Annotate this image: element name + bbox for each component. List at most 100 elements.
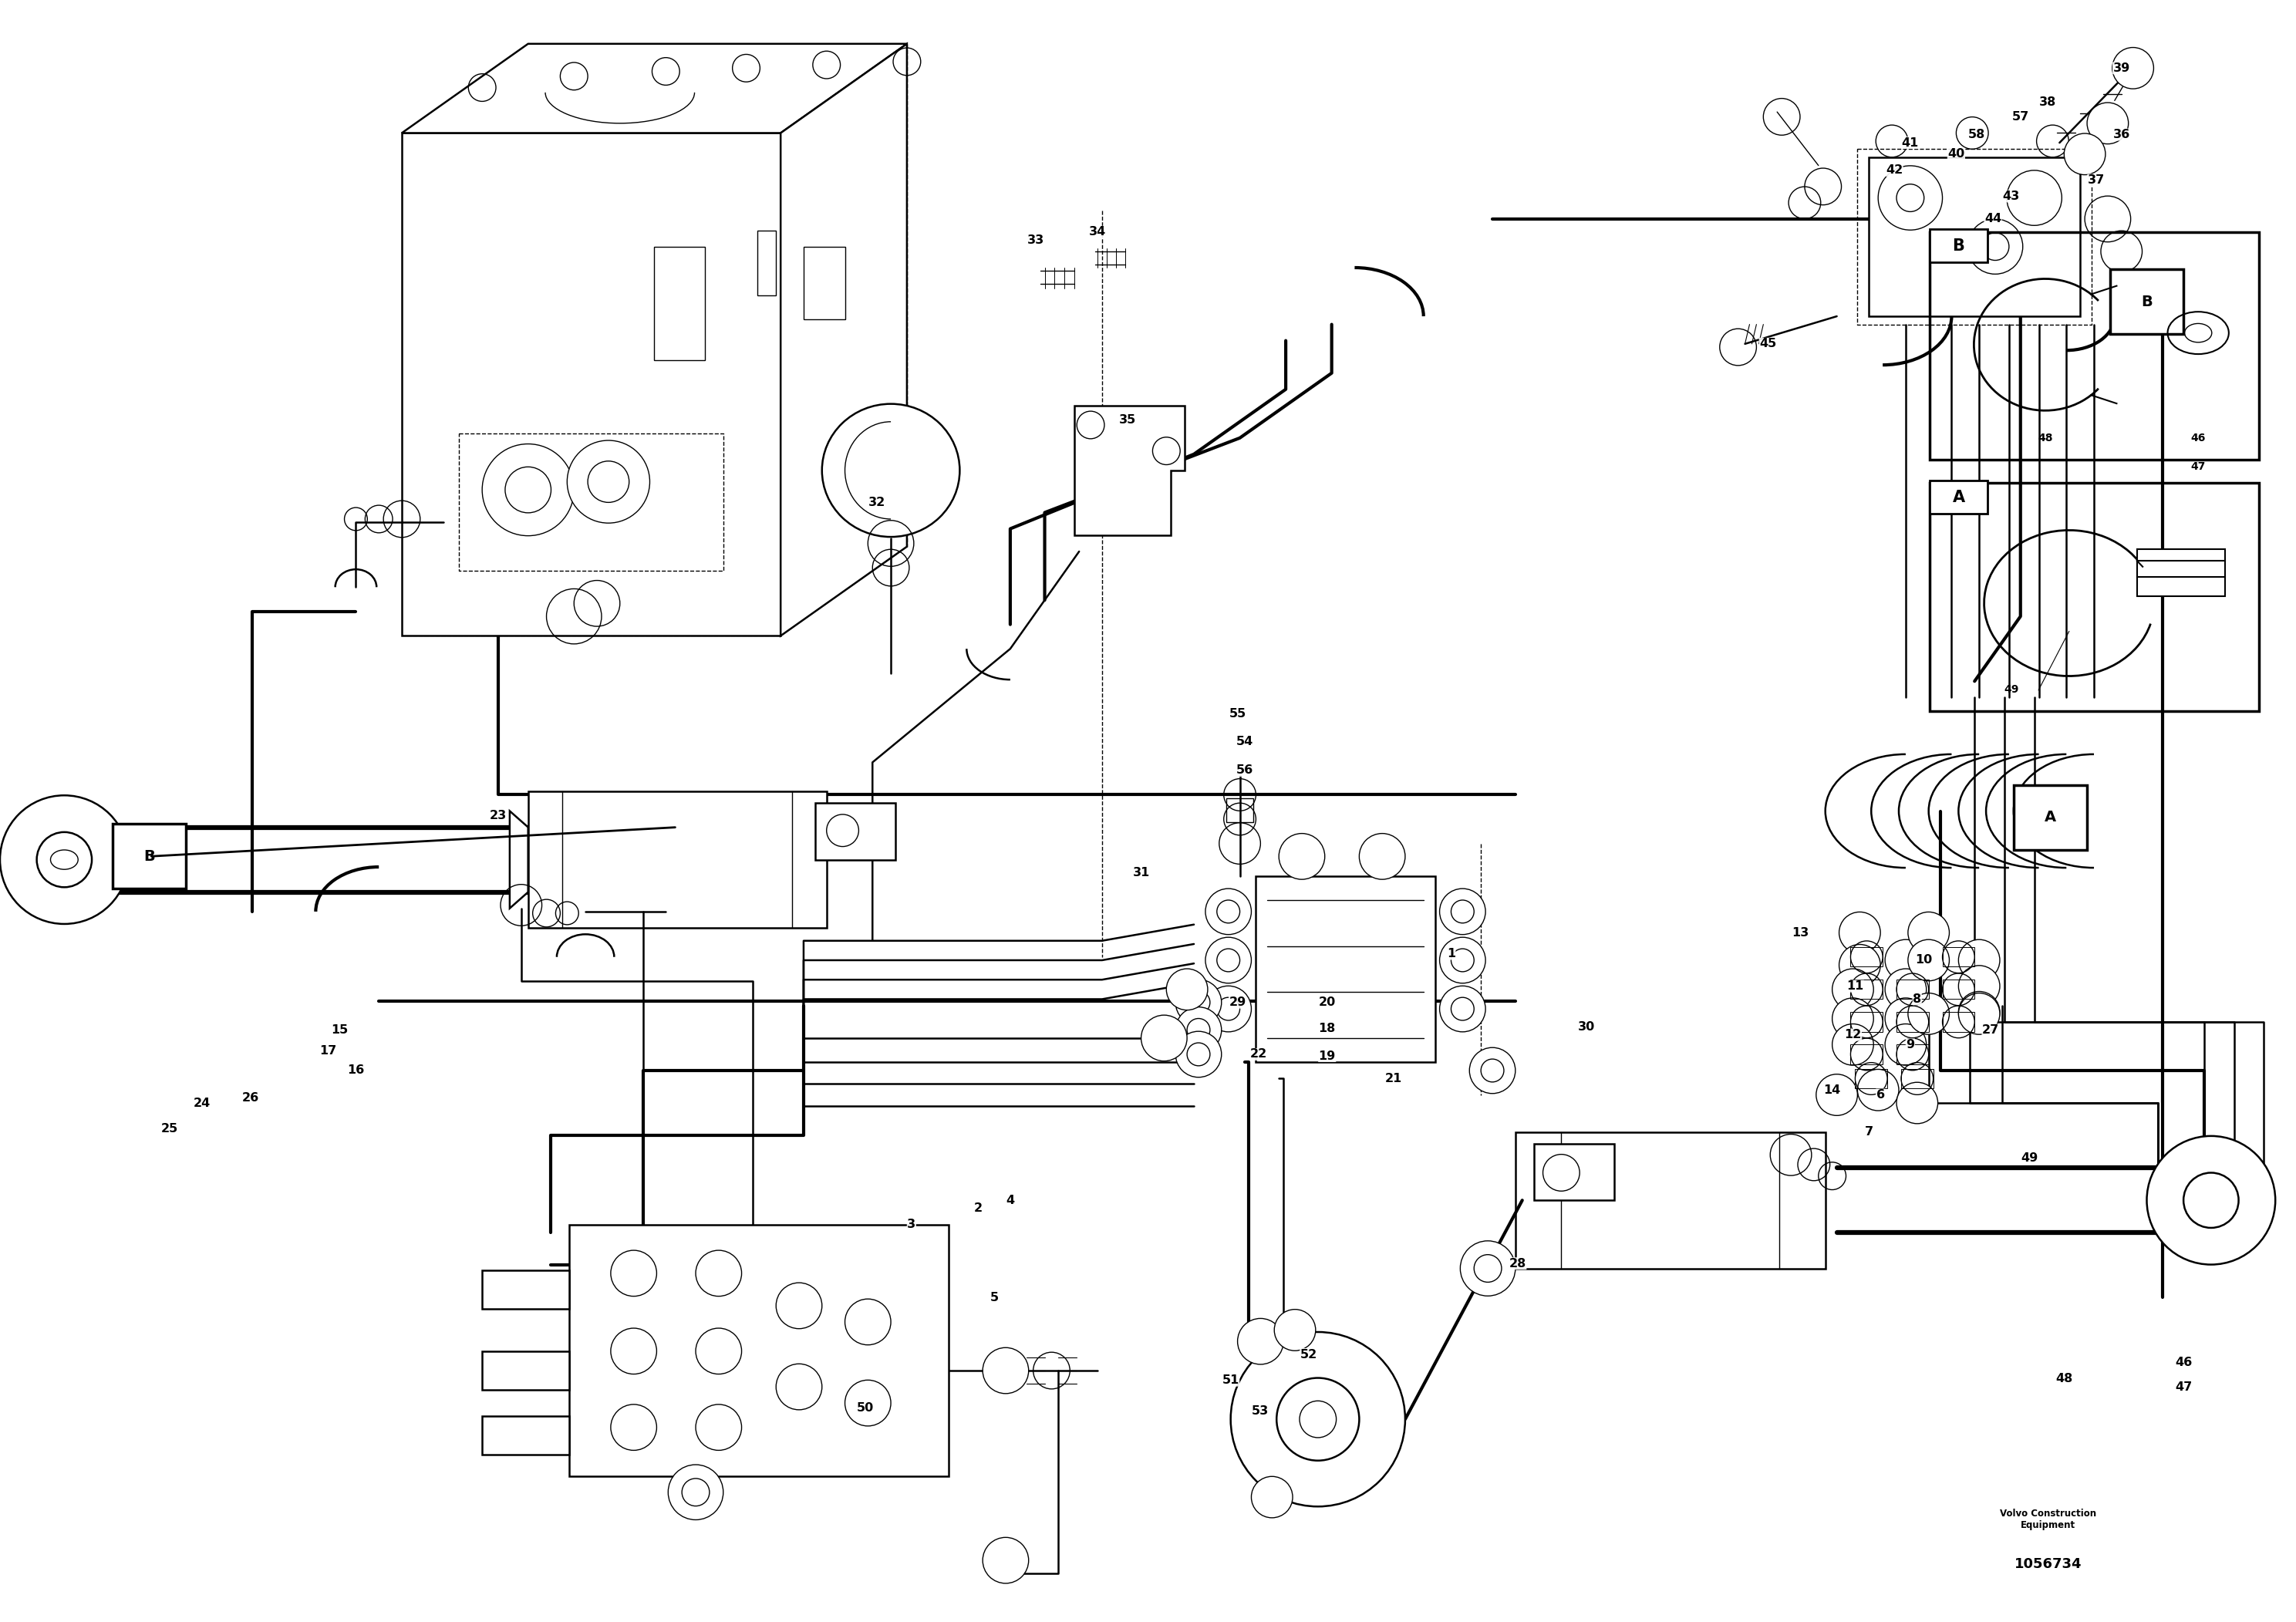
Text: 5: 5 <box>990 1291 999 1304</box>
Text: 32: 32 <box>868 496 886 509</box>
Ellipse shape <box>822 404 960 537</box>
Text: 42: 42 <box>1885 164 1903 177</box>
Bar <box>113 824 186 889</box>
Polygon shape <box>1075 406 1185 535</box>
Circle shape <box>1857 1069 1899 1111</box>
Text: B: B <box>145 848 154 865</box>
Circle shape <box>567 441 650 522</box>
Text: A: A <box>2043 809 2057 826</box>
Bar <box>402 133 781 636</box>
Text: 30: 30 <box>1577 1020 1596 1033</box>
Circle shape <box>983 1538 1029 1583</box>
Bar <box>815 803 895 860</box>
Circle shape <box>1958 991 2000 1033</box>
Circle shape <box>1274 1309 1316 1351</box>
Circle shape <box>2007 170 2062 225</box>
Text: 1: 1 <box>1446 947 1456 960</box>
Text: 9: 9 <box>1906 1038 1915 1051</box>
Text: 47: 47 <box>2174 1380 2193 1393</box>
Text: 46: 46 <box>2190 433 2206 443</box>
Bar <box>1851 1012 1883 1032</box>
Text: 53: 53 <box>1251 1405 1270 1418</box>
Text: 24: 24 <box>193 1096 211 1109</box>
Text: 20: 20 <box>1318 996 1336 1009</box>
Circle shape <box>1279 834 1325 879</box>
Polygon shape <box>402 44 907 133</box>
Bar <box>1942 1012 1975 1032</box>
Circle shape <box>1896 1082 1938 1124</box>
Polygon shape <box>482 1351 569 1390</box>
Text: 22: 22 <box>1249 1048 1267 1061</box>
Text: B: B <box>2142 294 2151 310</box>
Text: 26: 26 <box>241 1092 259 1105</box>
Text: 8: 8 <box>1913 993 1922 1006</box>
Polygon shape <box>781 44 907 636</box>
Text: 48: 48 <box>2055 1372 2073 1385</box>
Circle shape <box>1839 944 1880 986</box>
Text: B: B <box>1952 238 1965 253</box>
Text: 44: 44 <box>1984 212 2002 225</box>
Circle shape <box>1176 1007 1221 1053</box>
Text: 13: 13 <box>1791 926 1809 939</box>
Circle shape <box>1231 1332 1405 1507</box>
Circle shape <box>1141 1015 1187 1061</box>
Circle shape <box>1176 980 1221 1025</box>
Polygon shape <box>1515 1132 1825 1268</box>
Circle shape <box>1885 968 1926 1011</box>
Bar <box>1896 1012 1929 1032</box>
Circle shape <box>1839 912 1880 954</box>
Polygon shape <box>528 792 827 928</box>
Circle shape <box>1832 968 1874 1011</box>
Text: 51: 51 <box>1221 1374 1240 1387</box>
Circle shape <box>983 1348 1029 1393</box>
Text: 19: 19 <box>1318 1049 1336 1062</box>
Text: 37: 37 <box>2087 174 2105 187</box>
Circle shape <box>1832 1023 1874 1066</box>
Circle shape <box>1251 1476 1293 1518</box>
Circle shape <box>1469 1048 1515 1093</box>
Bar <box>1929 229 1988 263</box>
Text: 49: 49 <box>2004 684 2018 694</box>
Circle shape <box>1205 938 1251 983</box>
Polygon shape <box>482 1270 569 1309</box>
Bar <box>1855 1069 1887 1088</box>
Polygon shape <box>510 811 528 908</box>
Text: 35: 35 <box>1118 414 1137 427</box>
Circle shape <box>1205 889 1251 934</box>
Text: 29: 29 <box>1228 996 1247 1009</box>
Bar <box>1896 1045 1929 1064</box>
Text: 34: 34 <box>1088 225 1107 238</box>
Circle shape <box>2147 1135 2275 1265</box>
Text: 50: 50 <box>856 1401 875 1414</box>
Circle shape <box>1885 998 1926 1040</box>
Circle shape <box>1908 993 1949 1035</box>
Text: 56: 56 <box>1235 764 1254 777</box>
Circle shape <box>0 795 129 925</box>
Bar <box>2138 548 2225 595</box>
Text: 47: 47 <box>2190 461 2206 472</box>
Circle shape <box>1968 219 2023 274</box>
Circle shape <box>1878 165 1942 230</box>
Circle shape <box>668 1465 723 1520</box>
Circle shape <box>1166 968 1208 1011</box>
Text: 43: 43 <box>2002 190 2020 203</box>
Bar <box>758 230 776 295</box>
Text: 3: 3 <box>907 1218 916 1231</box>
Bar <box>1929 480 1988 514</box>
Text: 58: 58 <box>1968 128 1986 141</box>
Bar <box>2110 269 2183 334</box>
Text: 36: 36 <box>2112 128 2131 141</box>
Circle shape <box>1885 939 1926 981</box>
Bar <box>2014 785 2087 850</box>
Polygon shape <box>1256 876 1435 1062</box>
Bar <box>1851 947 1883 967</box>
Text: 38: 38 <box>2039 96 2057 109</box>
Text: 33: 33 <box>1026 234 1045 247</box>
Polygon shape <box>1869 157 2080 316</box>
Text: 4: 4 <box>1006 1194 1015 1207</box>
Text: 52: 52 <box>1300 1348 1318 1361</box>
Text: 2: 2 <box>974 1202 983 1215</box>
Text: 40: 40 <box>1947 148 1965 161</box>
Text: Volvo Construction
Equipment: Volvo Construction Equipment <box>2000 1508 2096 1530</box>
Text: 11: 11 <box>1846 980 1864 993</box>
